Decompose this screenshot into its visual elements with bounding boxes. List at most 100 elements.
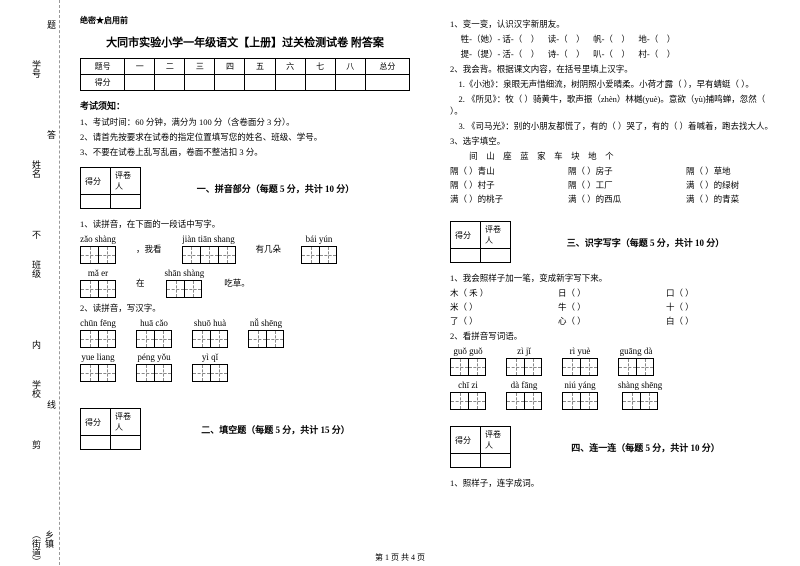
- pinyin-label: guǒ guǒ: [453, 346, 482, 356]
- inline-text: 吃草。: [224, 277, 250, 289]
- grader-cell: [451, 249, 481, 263]
- section-2-title: 二、填空题（每题 5 分，共计 15 分）: [141, 423, 410, 436]
- grader-cell: [111, 195, 141, 209]
- grader-cell: [81, 195, 111, 209]
- score-cell: [365, 75, 409, 91]
- char-cell: [580, 358, 598, 376]
- grader-table: 得分评卷人: [450, 221, 511, 263]
- fill-item: 隔（ ）村子: [450, 179, 560, 191]
- char-cell: [301, 246, 319, 264]
- question-text: 3、选字填空。: [450, 135, 780, 147]
- table-row: 题号 一 二 三 四 五 六 七 八 总分: [81, 59, 410, 75]
- fill-row: 牲-（她）- 话-（ ） 读-（ ） 帆-（ ） 地-（ ）: [450, 33, 780, 45]
- char-cell: [450, 358, 468, 376]
- pinyin-label: chī zi: [458, 380, 478, 390]
- grader-person: 评卷人: [481, 222, 511, 249]
- section-3-title: 三、识字写字（每题 5 分，共计 10 分）: [511, 236, 780, 249]
- grader-cell: [111, 436, 141, 450]
- char-cell: [618, 358, 636, 376]
- score-header: 七: [305, 59, 335, 75]
- char-cell: [506, 392, 524, 410]
- grader-cell: [481, 249, 511, 263]
- char-cell: [80, 280, 98, 298]
- notice-item: 1、考试时间：60 分钟，满分为 100 分（含卷面分 3 分）。: [80, 116, 410, 128]
- char-cell: [319, 246, 337, 264]
- pinyin-label: shuō huà: [194, 318, 226, 328]
- pinyin-label: jiàn tiān shang: [182, 234, 235, 244]
- right-column: 1、变一变，认识汉字新朋友。 牲-（她）- 话-（ ） 读-（ ） 帆-（ ） …: [430, 0, 800, 565]
- grader-table: 得分评卷人: [80, 167, 141, 209]
- score-cell: [155, 75, 185, 91]
- question-text: 2、读拼音，写汉字。: [80, 302, 410, 314]
- char-cell: [640, 392, 658, 410]
- word-item: 米（ ）: [450, 301, 550, 313]
- word-item: 牛（ ）: [558, 301, 658, 313]
- margin-class: 班级: [30, 260, 43, 278]
- pinyin-label: chūn fēng: [80, 318, 116, 328]
- pinyin-label: yue liang: [81, 352, 114, 362]
- margin-answer: 答: [45, 130, 58, 139]
- score-cell: [125, 75, 155, 91]
- pinyin-label: nǚ shēng: [250, 318, 282, 328]
- grader-table: 得分评卷人: [80, 408, 141, 450]
- fill-item: 满（ ）的西瓜: [568, 193, 678, 205]
- word-item: 日（ ）: [558, 287, 658, 299]
- char-cell: [98, 330, 116, 348]
- grader-score: 得分: [81, 168, 111, 195]
- char-cell: [210, 364, 228, 382]
- pinyin-label: zǎo shàng: [80, 234, 116, 244]
- score-header: 四: [215, 59, 245, 75]
- char-cell: [98, 246, 116, 264]
- margin-question: 题: [45, 20, 58, 29]
- fill-row: 提-（提）- 活-（ ） 诗-（ ） 叭-（ ） 村-（ ）: [450, 48, 780, 60]
- score-header-label: 题号: [81, 59, 125, 75]
- char-cell: [210, 330, 228, 348]
- fill-item: 隔（ ）工厂: [568, 179, 678, 191]
- fill-item: 隔（ ）青山: [450, 165, 560, 177]
- grader-table: 得分评卷人: [450, 426, 511, 468]
- margin-inner: 内: [30, 340, 43, 349]
- exam-title: 大同市实验小学一年级语文【上册】过关检测试卷 附答案: [80, 34, 410, 50]
- inline-text: 有几朵: [256, 243, 282, 255]
- pinyin-label: yì qǐ: [202, 352, 218, 362]
- pinyin-label: zì jǐ: [517, 346, 531, 356]
- grader-score: 得分: [451, 222, 481, 249]
- score-header: 三: [185, 59, 215, 75]
- char-cell: [562, 358, 580, 376]
- char-cell: [192, 364, 210, 382]
- fill-item: 满（ ）的青菜: [686, 193, 739, 205]
- margin-school: 学校: [30, 380, 43, 398]
- notice-item: 3、不要在试卷上乱写乱画，卷面不整洁扣 3 分。: [80, 146, 410, 158]
- score-header: 五: [245, 59, 275, 75]
- score-header: 总分: [365, 59, 409, 75]
- grader-person: 评卷人: [111, 168, 141, 195]
- margin-cut: 剪: [30, 440, 43, 449]
- page-content: 绝密★启用前 大同市实验小学一年级语文【上册】过关检测试卷 附答案 题号 一 二…: [60, 0, 800, 565]
- pinyin-label: rì yuè: [570, 346, 591, 356]
- margin-line: 线: [45, 400, 58, 409]
- fill-text: 1.《小池》：泉眼无声惜细流，树阴照小爱晴柔。小荷才露（ ），早有蜻蜓（ ）。: [450, 78, 780, 90]
- char-cell: [580, 392, 598, 410]
- word-item: 心（ ）: [558, 315, 658, 327]
- pinyin-label: mǎ er: [88, 268, 108, 278]
- char-cell: [182, 246, 200, 264]
- char-cell: [136, 364, 154, 382]
- char-cell: [562, 392, 580, 410]
- word-item: 白（ ）: [666, 315, 694, 327]
- char-cell: [450, 392, 468, 410]
- char-cell: [192, 330, 210, 348]
- question-text: 2、看拼音写词语。: [450, 330, 780, 342]
- char-cell: [524, 392, 542, 410]
- score-header: 二: [155, 59, 185, 75]
- fill-item: 隔（ ）房子: [568, 165, 678, 177]
- word-item: 口（ ）: [666, 287, 694, 299]
- grader-person: 评卷人: [481, 427, 511, 454]
- score-cell: [185, 75, 215, 91]
- score-table: 题号 一 二 三 四 五 六 七 八 总分 得分: [80, 58, 410, 91]
- char-cell: [218, 246, 236, 264]
- char-cell: [98, 364, 116, 382]
- char-cell: [248, 330, 266, 348]
- score-header: 六: [275, 59, 305, 75]
- word-item: 木（ 禾 ）: [450, 287, 550, 299]
- inline-text: ，我看: [136, 243, 162, 255]
